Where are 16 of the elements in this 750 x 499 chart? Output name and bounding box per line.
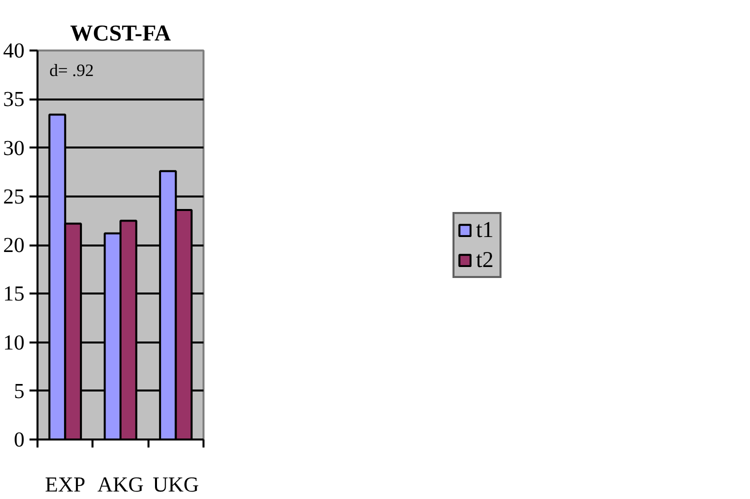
y-tick-label: 10 — [3, 330, 24, 354]
y-tick-label: 30 — [3, 136, 24, 160]
x-tick-label: AKG — [97, 472, 144, 496]
y-tick-label: 40 — [3, 38, 24, 62]
y-tick-label: 35 — [3, 87, 24, 112]
legend-label: t1 — [476, 216, 495, 242]
annotation: d= .92 — [49, 61, 94, 80]
chart-title: WCST-FA — [70, 20, 172, 46]
y-tick-label: 15 — [3, 282, 24, 306]
y-tick-label: 5 — [14, 378, 25, 403]
y-tick-label: 25 — [3, 184, 24, 208]
x-tick-label: UKG — [152, 472, 199, 496]
legend-label: t2 — [476, 246, 495, 272]
y-tick-label: 20 — [3, 233, 24, 257]
y-tick-label: 0 — [14, 428, 25, 452]
x-tick-label: EXP — [45, 472, 86, 496]
